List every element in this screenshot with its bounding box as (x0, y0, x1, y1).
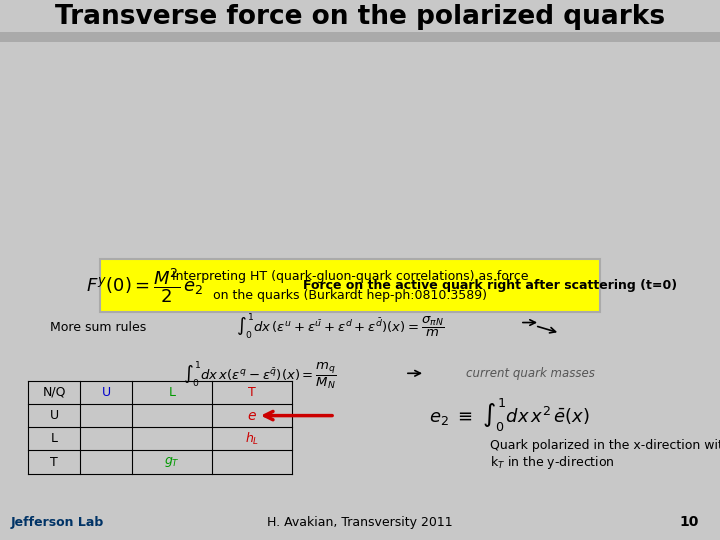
Text: $h_L$: $h_L$ (245, 431, 259, 447)
Text: T: T (248, 386, 256, 399)
Text: More sum rules: More sum rules (50, 321, 146, 334)
Text: $e_2\ \equiv\ \int_0^1 dx\, x^2\, \bar{e}(x)$: $e_2\ \equiv\ \int_0^1 dx\, x^2\, \bar{e… (429, 397, 590, 434)
Text: U: U (50, 409, 58, 422)
Text: H. Avakian, Transversity 2011: H. Avakian, Transversity 2011 (267, 516, 453, 529)
Text: e: e (248, 409, 256, 423)
Text: current quark masses: current quark masses (466, 367, 595, 380)
Text: $g_T$: $g_T$ (164, 455, 180, 469)
Bar (0, 32, 720, 42)
Text: Force on the active quark right after scattering (t=0): Force on the active quark right after sc… (303, 279, 677, 292)
Text: Interpreting HT (quark-gluon-quark correlations) as force
on the quarks (Burkard: Interpreting HT (quark-gluon-quark corre… (172, 269, 528, 301)
Text: L: L (168, 386, 176, 399)
Text: Quark polarized in the x-direction with: Quark polarized in the x-direction with (490, 440, 720, 453)
Text: Jefferson Lab: Jefferson Lab (11, 516, 104, 529)
Text: N/Q: N/Q (42, 386, 66, 399)
Text: $F^y(0) = \dfrac{M^2}{2}\,e_2$: $F^y(0) = \dfrac{M^2}{2}\,e_2$ (86, 266, 204, 305)
Bar (100, 259, 600, 312)
Text: k$_T$ in the y-direction: k$_T$ in the y-direction (490, 454, 615, 471)
Text: L: L (50, 433, 58, 446)
Text: T: T (50, 456, 58, 469)
Text: $\int_0^1 dx\, x(\varepsilon^q - \varepsilon^{\bar{q}})(x) = \dfrac{m_q}{M_N}$: $\int_0^1 dx\, x(\varepsilon^q - \vareps… (183, 359, 337, 392)
Text: $\int_0^1 dx\,(\varepsilon^u + \varepsilon^{\bar{u}} + \varepsilon^d + \varepsil: $\int_0^1 dx\,(\varepsilon^u + \varepsil… (235, 311, 444, 341)
Text: Transverse force on the polarized quarks: Transverse force on the polarized quarks (55, 4, 665, 30)
Text: U: U (102, 386, 111, 399)
Text: 10: 10 (679, 516, 698, 529)
